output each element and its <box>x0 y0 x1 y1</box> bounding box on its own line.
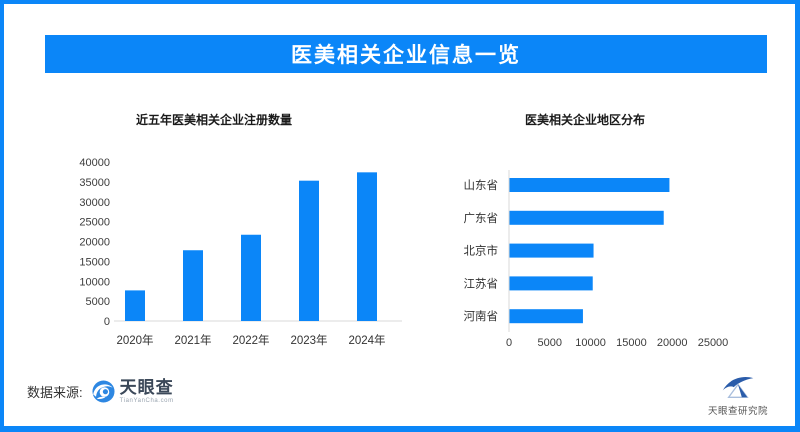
x-axis-tick-label: 25000 <box>698 337 729 349</box>
region-label: 河南省 <box>464 309 499 323</box>
registration-trend-bar-chart: 0 5000 10000 15000 20000 25000 30000 35000 40000… <box>79 157 402 347</box>
year-bar <box>125 290 145 321</box>
x-axis-category-label: 2022年 <box>232 333 269 347</box>
year-bar <box>299 180 319 321</box>
y-axis-tick-label: 25000 <box>79 217 110 229</box>
tianyancha-logo-text: 天眼查 TianYanCha.com <box>120 379 174 404</box>
region-label: 北京市 <box>464 244 499 258</box>
y-axis-tick-label: 10000 <box>79 276 110 288</box>
tianyancha-logo-name: 天眼查 <box>119 378 174 397</box>
x-axis-category-label: 2023年 <box>290 333 327 347</box>
x-axis-tick-label: 5000 <box>538 337 562 349</box>
y-axis-tick-label: 0 <box>104 316 110 328</box>
region-label: 山东省 <box>464 179 499 192</box>
year-bar <box>241 234 261 321</box>
tianyancha-eye-icon <box>92 380 115 403</box>
page-title-bar: 医美相关企业信息一览 <box>45 35 767 73</box>
x-axis-tick-label: 15000 <box>616 337 647 349</box>
institute-logo: 天眼查研究院 <box>703 374 773 417</box>
data-source-label: 数据来源: <box>27 385 83 400</box>
x-axis-category-label: 2024年 <box>348 333 385 347</box>
tianyancha-logo-domain: TianYanCha.com <box>119 398 174 404</box>
tianyancha-logo: 天眼查 TianYanCha.com <box>92 379 174 404</box>
frame-border-right <box>795 0 800 432</box>
frame-border-bottom <box>0 426 800 432</box>
region-bar <box>509 276 593 291</box>
region-bar <box>509 243 594 258</box>
region-label: 江苏省 <box>464 277 499 290</box>
frame-border-left <box>0 0 4 432</box>
region-bar <box>509 309 583 324</box>
y-axis-tick-label: 40000 <box>79 157 110 169</box>
x-axis-category-label: 2021年 <box>174 333 211 347</box>
page-title: 医美相关企业信息一览 <box>291 44 521 67</box>
x-axis-tick-label: 20000 <box>657 337 688 349</box>
y-axis-tick-label: 35000 <box>79 177 110 189</box>
y-axis-tick-label: 15000 <box>79 256 110 268</box>
institute-logo-name: 天眼查研究院 <box>707 406 768 417</box>
region-label: 广东省 <box>464 212 499 225</box>
institute-sail-icon <box>722 377 754 398</box>
x-axis-tick-label: 10000 <box>575 337 606 349</box>
x-axis-tick-label: 0 <box>506 337 512 349</box>
frame-border-top <box>0 0 800 4</box>
y-axis-tick-label: 20000 <box>79 237 110 249</box>
year-bar <box>183 250 203 321</box>
region-bar <box>509 210 664 225</box>
y-axis-tick-label: 30000 <box>79 197 110 209</box>
region-chart-title: 医美相关企业地区分布 <box>524 113 645 127</box>
region-bar <box>509 178 670 192</box>
data-source-row: 数据来源: 天眼查 TianYanCha.com <box>27 379 174 404</box>
x-axis-category-label: 2020年 <box>116 333 153 347</box>
registration-chart-title: 近五年医美相关企业注册数量 <box>136 113 293 127</box>
y-axis-tick-label: 5000 <box>86 296 110 308</box>
year-bar <box>357 172 377 321</box>
